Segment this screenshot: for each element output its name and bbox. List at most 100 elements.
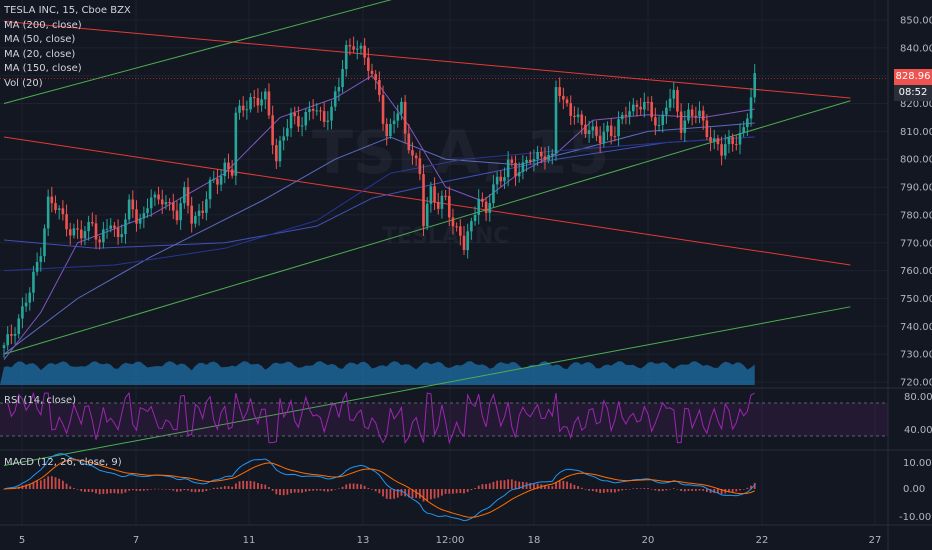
macd-histogram-bar bbox=[47, 476, 50, 489]
candle-body bbox=[190, 205, 193, 224]
candle-body bbox=[381, 95, 385, 124]
macd-histogram-bar bbox=[264, 484, 267, 489]
macd-histogram-bar bbox=[683, 489, 686, 492]
time-tick-label: 12:00 bbox=[436, 535, 465, 546]
macd-histogram-bar bbox=[444, 489, 447, 494]
candle-body bbox=[286, 128, 289, 137]
candle-body bbox=[326, 120, 330, 122]
candle-body bbox=[657, 124, 661, 126]
candle-body bbox=[547, 154, 550, 161]
macd-histogram-bar bbox=[223, 486, 226, 489]
candle-body bbox=[109, 225, 113, 229]
candle-body bbox=[149, 197, 153, 209]
candle-body bbox=[565, 99, 569, 104]
candle-body bbox=[746, 118, 749, 128]
macd-histogram-bar bbox=[584, 489, 587, 490]
candle-body bbox=[481, 198, 484, 202]
macd-histogram-bar bbox=[168, 489, 171, 490]
macd-histogram-bar bbox=[198, 489, 200, 493]
macd-histogram-bar bbox=[746, 487, 749, 489]
candle-body bbox=[539, 151, 543, 157]
symbol-title[interactable]: TESLA INC, 15, Cboe BZX bbox=[4, 5, 131, 16]
macd-histogram-bar bbox=[558, 481, 561, 489]
candle-body bbox=[554, 87, 558, 154]
macd-histogram-bar bbox=[113, 489, 116, 494]
rsi-label[interactable]: RSI (14, close) bbox=[4, 395, 77, 406]
macd-label[interactable]: MACD (12, 26, close, 9) bbox=[4, 457, 122, 468]
macd-histogram-bar bbox=[43, 478, 46, 489]
candle-body bbox=[54, 203, 57, 210]
macd-histogram-bar bbox=[496, 480, 499, 489]
macd-histogram-bar bbox=[407, 489, 410, 498]
macd-histogram-bar bbox=[323, 489, 326, 492]
macd-histogram-bar bbox=[326, 489, 329, 492]
indicator-ma20[interactable]: MA (20, close) bbox=[4, 48, 76, 60]
macd-histogram-bar bbox=[253, 481, 256, 489]
rsi-line bbox=[7, 391, 755, 445]
candle-body bbox=[580, 114, 584, 125]
macd-histogram-bar bbox=[488, 483, 491, 489]
macd-histogram-bar bbox=[65, 483, 68, 489]
indicator-volume[interactable]: Vol (20) bbox=[4, 77, 43, 89]
candle-body bbox=[79, 229, 83, 239]
macd-histogram-bar bbox=[477, 485, 480, 489]
candle-body bbox=[304, 112, 308, 126]
candle-body bbox=[227, 162, 230, 170]
time-axis[interactable]: 5 7 11 13 12:00 18 20 22 27 bbox=[19, 535, 882, 546]
macd-histogram-bar bbox=[76, 489, 79, 490]
macd-histogram-bar bbox=[349, 483, 351, 489]
last-price-tag: 828.96 bbox=[894, 69, 932, 85]
macd-histogram-bar bbox=[625, 489, 627, 490]
macd-histogram-bar bbox=[378, 489, 381, 494]
candle-body bbox=[694, 115, 698, 117]
candle-body bbox=[127, 199, 131, 220]
price-tick-label: 720.00 bbox=[900, 378, 932, 389]
candle-body bbox=[13, 333, 17, 336]
candle-body bbox=[153, 194, 157, 198]
candle-body bbox=[131, 199, 135, 210]
macd-histogram-bar bbox=[507, 479, 510, 489]
macd-histogram-bar bbox=[161, 489, 164, 490]
macd-histogram-bar bbox=[750, 485, 752, 489]
candle-body bbox=[418, 158, 422, 175]
candle-body bbox=[252, 97, 256, 99]
candle-body bbox=[510, 159, 514, 163]
macd-histogram-bar bbox=[242, 480, 245, 489]
candle-body bbox=[723, 144, 727, 156]
trendline bbox=[3, 0, 392, 105]
macd-histogram-bar bbox=[201, 489, 204, 492]
time-tick-label: 20 bbox=[642, 535, 655, 546]
indicator-ma150[interactable]: MA (150, close) bbox=[4, 63, 82, 74]
candle-body bbox=[183, 187, 186, 204]
time-tick-label: 27 bbox=[869, 535, 882, 546]
candle-body bbox=[436, 202, 440, 209]
macd-histogram-bar bbox=[146, 489, 149, 491]
candle-body bbox=[591, 126, 595, 131]
rsi-tick-label: 80.00 bbox=[904, 392, 932, 403]
macd-histogram-bar bbox=[510, 479, 513, 489]
macd-histogram-bar bbox=[374, 489, 377, 492]
candle-body bbox=[551, 153, 554, 155]
candle-body bbox=[731, 137, 734, 145]
candle-body bbox=[35, 262, 39, 272]
candle-body bbox=[308, 108, 311, 113]
candle-body bbox=[595, 126, 598, 136]
macd-histogram-bar bbox=[735, 489, 738, 492]
macd-histogram-bar bbox=[3, 489, 5, 490]
candle-body bbox=[477, 198, 481, 215]
indicator-ma50[interactable]: MA (50, close) bbox=[4, 34, 76, 45]
candle-body bbox=[315, 110, 319, 112]
ma-line bbox=[3, 136, 755, 272]
macd-histogram-bar bbox=[610, 489, 613, 493]
candle-body bbox=[175, 210, 179, 221]
indicator-ma200[interactable]: MA (200, close) bbox=[4, 19, 82, 31]
macd-histogram-bar bbox=[293, 489, 296, 493]
candle-body bbox=[116, 227, 120, 238]
candle-body bbox=[488, 203, 492, 213]
candle-body bbox=[260, 99, 263, 106]
candle-body bbox=[646, 101, 650, 103]
candle-body bbox=[352, 46, 355, 50]
macd-histogram-bar bbox=[279, 489, 281, 496]
